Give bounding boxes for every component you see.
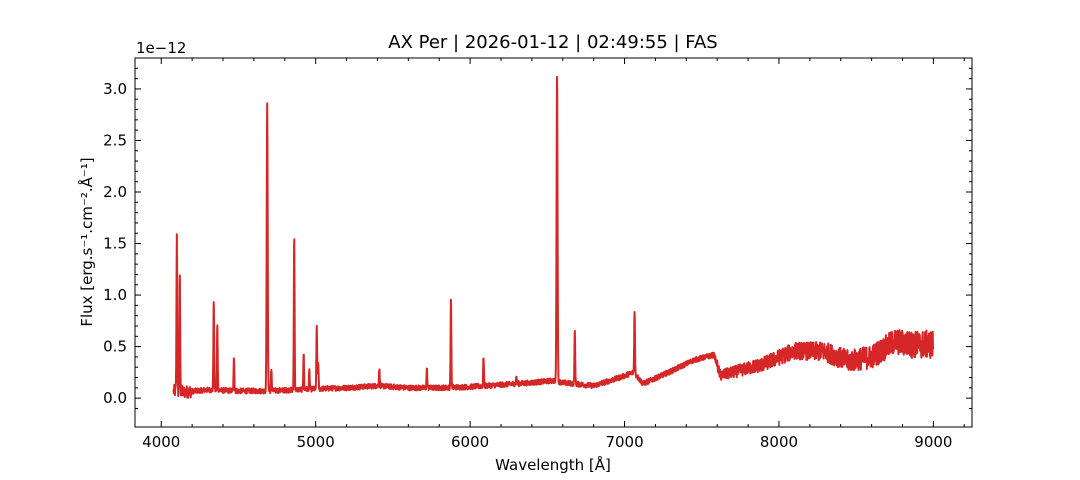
x-axis-label: Wavelength [Å] — [495, 455, 611, 474]
y-tick-label: 1.0 — [103, 286, 127, 304]
y-tick-label: 2.5 — [103, 131, 127, 149]
x-tick-label: 6000 — [451, 433, 489, 451]
y-axis-label: Flux [erg.s⁻¹.cm⁻².Å⁻¹] — [77, 157, 96, 326]
spectrum-layer — [172, 75, 935, 399]
y-tick-label: 3.0 — [103, 80, 127, 98]
chart-title: AX Per | 2026-01-12 | 02:49:55 | FAS — [388, 32, 717, 53]
y-tick-label: 0.0 — [103, 389, 127, 407]
x-tick-label: 9000 — [914, 433, 952, 451]
x-tick-label: 4000 — [142, 433, 180, 451]
y-offset-label: 1e−12 — [136, 39, 186, 57]
y-tick-label: 0.5 — [103, 338, 127, 356]
plot-frame — [134, 57, 973, 428]
y-tick-label: 1.5 — [103, 235, 127, 253]
spectrum-line — [172, 75, 935, 399]
x-tick-label: 5000 — [297, 433, 335, 451]
x-tick-label: 7000 — [605, 433, 643, 451]
y-tick-label: 2.0 — [103, 183, 127, 201]
x-tick-label: 8000 — [760, 433, 798, 451]
